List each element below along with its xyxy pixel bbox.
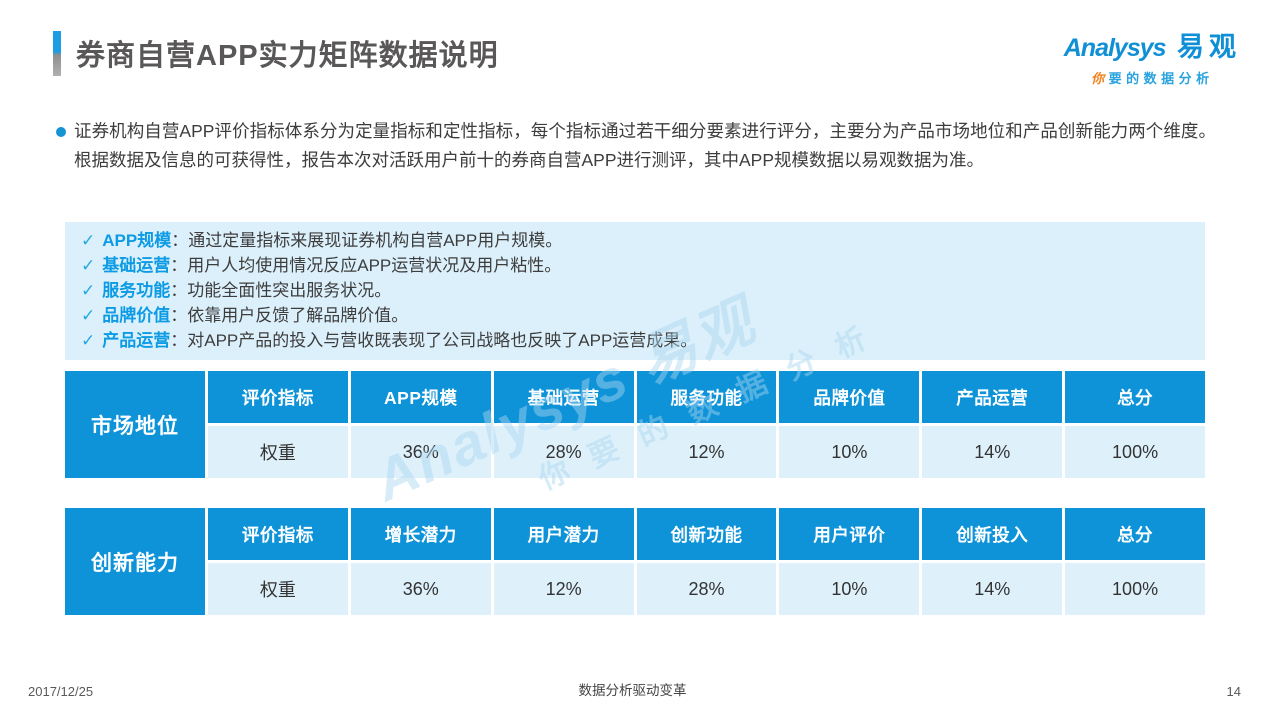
logo-tagline-rest: 要的数据分析 — [1108, 71, 1214, 86]
matrix-table-innovation-ability: 创新能力 评价指标 增长潜力 用户潜力 创新功能 用户评价 创新投入 总分 权重… — [65, 508, 1205, 615]
criteria-label: 品牌价值 — [102, 306, 171, 325]
table-header-cell: 基础运营 — [493, 371, 634, 423]
table-weight-label: 权重 — [208, 426, 348, 478]
criteria-item-service-function: ✓ 服务功能：功能全面性突出服务状况。 — [81, 278, 1189, 303]
table-weight-cell: 28% — [493, 426, 634, 478]
table-header-cell: 用户潜力 — [493, 508, 634, 560]
criteria-desc: 通过定量指标来展现证券机构自营APP用户规模。 — [188, 231, 563, 250]
table-header-cell: 创新投入 — [922, 508, 1063, 560]
check-icon: ✓ — [81, 231, 96, 250]
criteria-colon: ： — [170, 331, 188, 350]
table-weight-cell: 100% — [1065, 426, 1205, 478]
table-weight-cell: 100% — [1065, 563, 1205, 615]
table-weight-label: 权重 — [208, 563, 348, 615]
criteria-desc: 用户人均使用情况反应APP运营状况及用户粘性。 — [187, 256, 562, 275]
criteria-item-product-operation: ✓ 产品运营：对APP产品的投入与营收既表现了公司战略也反映了APP运营成果。 — [81, 328, 1189, 353]
logo-tagline: 你要的数据分析 — [1064, 68, 1241, 87]
logo-tagline-accent: 你 — [1091, 71, 1109, 86]
criteria-item-basic-operation: ✓ 基础运营：用户人均使用情况反应APP运营状况及用户粘性。 — [81, 253, 1189, 278]
table-header-cell: 品牌价值 — [779, 371, 920, 423]
logo-brand-cn: 易观 — [1177, 32, 1241, 62]
table-header-cell: 总分 — [1065, 371, 1205, 423]
criteria-desc: 依靠用户反馈了解品牌价值。 — [187, 306, 409, 325]
criteria-colon: ： — [170, 256, 188, 275]
table-row-label: 创新能力 — [65, 508, 205, 615]
check-icon: ✓ — [81, 256, 96, 275]
table-header-cell: 评价指标 — [208, 508, 348, 560]
logo-wordmark: Analysys 易观 — [1064, 32, 1241, 67]
table-weight-cell: 28% — [636, 563, 777, 615]
bullet-icon — [56, 127, 66, 137]
table-row-label: 市场地位 — [65, 371, 205, 478]
table-weight-cell: 36% — [350, 563, 491, 615]
page-title: 券商自营APP实力矩阵数据说明 — [76, 40, 499, 72]
footer-slogan: 数据分析驱动变革 — [578, 683, 687, 698]
intro-text: 证券机构自营APP评价指标体系分为定量指标和定性指标，每个指标通过若干细分要素进… — [74, 121, 1216, 170]
logo-brand-en: Analysys — [1063, 34, 1167, 62]
table-weight-cell: 12% — [493, 563, 634, 615]
criteria-label: 服务功能 — [102, 281, 171, 300]
table-header-cell: 创新功能 — [636, 508, 777, 560]
table-header-cell: 总分 — [1065, 508, 1205, 560]
analysys-logo: Analysys 易观 你要的数据分析 — [1064, 30, 1241, 87]
criteria-colon: ： — [171, 231, 189, 250]
table-header-cell: 用户评价 — [779, 508, 920, 560]
table-header-cell: 评价指标 — [208, 371, 348, 423]
intro-section: 证券机构自营APP评价指标体系分为定量指标和定性指标，每个指标通过若干细分要素进… — [56, 117, 1216, 175]
criteria-item-app-scale: ✓ APP规模：通过定量指标来展现证券机构自营APP用户规模。 — [81, 228, 1189, 253]
criteria-label: 产品运营 — [102, 331, 171, 350]
table-weight-cell: 10% — [779, 426, 920, 478]
table-weight-cell: 12% — [636, 426, 777, 478]
table-header-cell: 增长潜力 — [350, 508, 491, 560]
title-accent-bar — [53, 31, 61, 76]
check-icon: ✓ — [81, 331, 96, 350]
criteria-label: APP规模 — [102, 231, 172, 250]
criteria-colon: ： — [170, 306, 188, 325]
table-header-cell: 产品运营 — [922, 371, 1063, 423]
matrix-table-market-position: 市场地位 评价指标 APP规模 基础运营 服务功能 品牌价值 产品运营 总分 权… — [65, 371, 1205, 478]
criteria-desc: 对APP产品的投入与营收既表现了公司战略也反映了APP运营成果。 — [187, 331, 698, 350]
criteria-desc: 功能全面性突出服务状况。 — [187, 281, 392, 300]
check-icon: ✓ — [81, 306, 96, 325]
check-icon: ✓ — [81, 281, 96, 300]
criteria-colon: ： — [170, 281, 188, 300]
table-weight-cell: 14% — [922, 426, 1063, 478]
criteria-box: ✓ APP规模：通过定量指标来展现证券机构自营APP用户规模。 ✓ 基础运营：用户人… — [65, 222, 1205, 360]
footer-date: 2017/12/25 — [28, 684, 94, 699]
table-header-cell: APP规模 — [350, 371, 491, 423]
table-weight-cell: 10% — [779, 563, 920, 615]
criteria-item-brand-value: ✓ 品牌价值：依靠用户反馈了解品牌价值。 — [81, 303, 1189, 328]
page-number: 14 — [1226, 684, 1241, 699]
slide-header: 券商自营APP实力矩阵数据说明 Analysys 易观 你要的数据分析 — [53, 30, 1241, 87]
table-weight-cell: 36% — [350, 426, 491, 478]
table-header-cell: 服务功能 — [636, 371, 777, 423]
table-weight-cell: 14% — [922, 563, 1063, 615]
criteria-label: 基础运营 — [102, 256, 171, 275]
